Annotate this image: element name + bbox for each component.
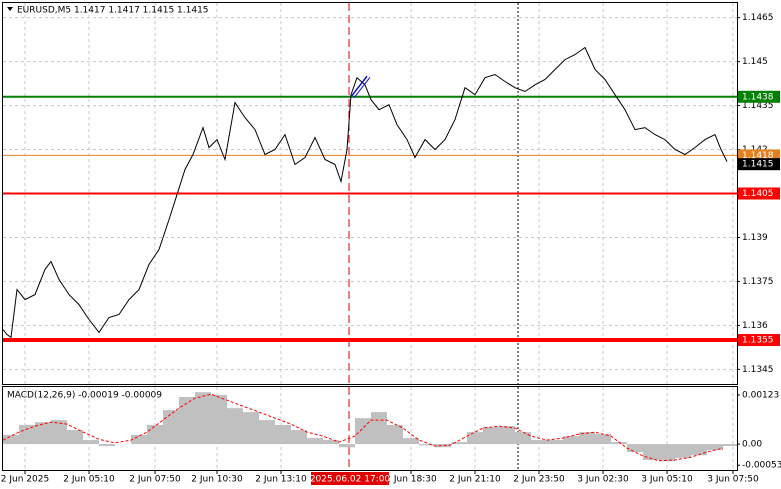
histogram-bar <box>323 440 339 445</box>
x-tick-label: 3 Jun 07:50 <box>707 475 759 485</box>
histogram-bar <box>339 444 355 448</box>
level-label-bg <box>738 187 780 200</box>
histogram-bar <box>707 444 723 451</box>
histogram-bar <box>211 394 227 445</box>
y-tick-label: 1.145 <box>742 57 768 67</box>
histogram-bar <box>163 410 179 445</box>
chart-title: EURUSD,M5 1.1417 1.1417 1.1415 1.1415 <box>17 6 209 16</box>
y-tick-label: 1.136 <box>742 321 768 331</box>
histogram-bar <box>579 432 595 445</box>
y-tick-label: 0.00123 <box>742 390 779 400</box>
histogram-bar <box>131 434 147 445</box>
x-tick-label: 2 Jun 23:50 <box>513 475 565 485</box>
trend-line <box>353 76 371 99</box>
histogram-bar <box>259 420 275 445</box>
histogram-bar <box>659 444 675 462</box>
x-tick-label: 2 Jun 10:30 <box>191 475 243 485</box>
x-tick-label: 3 Jun 05:10 <box>641 475 693 485</box>
histogram-bar <box>35 422 51 445</box>
histogram-bar <box>451 442 467 445</box>
x-tick-label: 2 Jun 07:50 <box>129 475 181 485</box>
histogram-bar <box>227 408 243 445</box>
level-label-bg <box>738 90 780 103</box>
histogram-bar <box>515 432 531 445</box>
histogram-bar <box>51 420 67 445</box>
trend-line <box>350 75 368 98</box>
histogram-bar <box>483 426 499 445</box>
y-tick-label: 1.139 <box>742 233 768 243</box>
histogram-bar <box>547 440 563 445</box>
histogram-bar <box>195 392 211 445</box>
y-tick-label: -0.00053 <box>742 461 781 471</box>
histogram-bar <box>387 424 403 445</box>
histogram-bar <box>243 412 259 445</box>
y-tick-label: 1.1465 <box>742 13 774 23</box>
marker-label-bg <box>311 472 389 485</box>
price-line <box>2 46 728 339</box>
histogram-bar <box>611 442 627 445</box>
histogram-bar <box>83 440 99 445</box>
histogram-bar <box>595 434 611 445</box>
histogram-bar <box>19 424 35 445</box>
marker-label: 2025.06.02 17:00 <box>310 475 391 485</box>
level-label: 1.1418 <box>742 151 774 161</box>
histogram-bar <box>147 424 163 445</box>
x-tick-label: 2 Jun 18:30 <box>385 475 437 485</box>
x-tick-label: 2 Jun 13:10 <box>255 475 307 485</box>
x-tick-label: 2 Jun 21:10 <box>449 475 501 485</box>
histogram-bar <box>563 436 579 445</box>
histogram-bar <box>435 444 451 448</box>
histogram-bar <box>179 396 195 445</box>
histogram-bar <box>403 438 419 445</box>
histogram-bar <box>3 434 19 445</box>
current-price-label: 1.1415 <box>742 160 774 170</box>
x-tick-label: 2 Jun 05:10 <box>63 475 115 485</box>
level-label: 1.1438 <box>742 92 774 102</box>
level-label-bg <box>738 334 780 347</box>
histogram-bar <box>355 418 371 445</box>
menu-arrow[interactable] <box>7 7 13 11</box>
histogram-bar <box>723 444 737 447</box>
y-tick-label: 0.00 <box>742 440 762 450</box>
y-tick-label: 1.1375 <box>742 277 774 287</box>
histogram-bar <box>691 444 707 456</box>
histogram-bar <box>99 444 115 447</box>
level-label: 1.1405 <box>742 189 774 199</box>
histogram-bar <box>419 444 435 446</box>
histogram-bar <box>499 426 515 445</box>
histogram-bar <box>531 440 547 445</box>
histogram-bar <box>307 438 323 445</box>
x-tick-label: 2 Jun 2025 <box>1 475 49 485</box>
macd-title: MACD(12,26,9) -0.00019 -0.00009 <box>7 391 162 401</box>
y-tick-label: 1.1435 <box>742 101 774 111</box>
histogram-bar <box>291 430 307 445</box>
current-price-bg <box>738 158 780 171</box>
level-label: 1.1355 <box>742 336 774 346</box>
histogram-bar <box>675 444 691 459</box>
histogram-bar <box>371 412 387 445</box>
x-tick-label: 3 Jun 02:30 <box>577 475 629 485</box>
histogram-bar <box>643 444 659 461</box>
histogram-bar <box>275 424 291 445</box>
signal-line <box>2 393 724 462</box>
histogram-bar <box>67 430 83 445</box>
histogram-bar <box>467 432 483 445</box>
y-tick-label: 1.1345 <box>742 365 774 375</box>
histogram-bar <box>627 444 643 453</box>
macd-frame <box>2 386 738 471</box>
